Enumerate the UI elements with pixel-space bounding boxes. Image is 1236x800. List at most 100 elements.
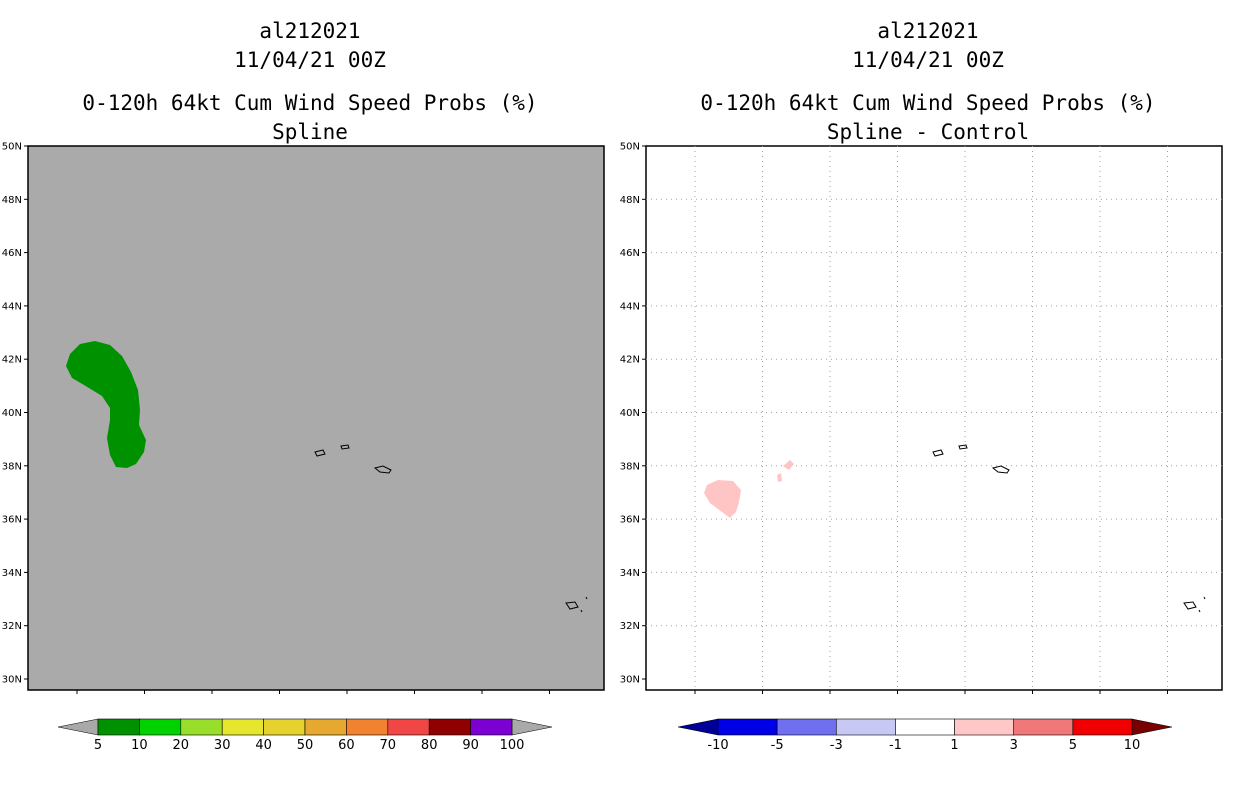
colorbar-swatch <box>835 718 896 736</box>
lon-tick-label: 24W <box>1021 699 1044 700</box>
lon-tick-label: 39W <box>66 699 89 700</box>
lon-tick-label: 33W <box>819 699 842 700</box>
azores-west-island <box>314 449 326 457</box>
left-probability-swath <box>66 341 146 468</box>
colorbar-label: 60 <box>338 738 355 753</box>
lon-tick-label: 36W <box>133 699 156 700</box>
colorbar-swatch <box>263 718 306 736</box>
colorbar-swatch <box>387 718 430 736</box>
colorbar-label: 3 <box>1010 738 1018 753</box>
lat-tick-label: 40N <box>620 408 640 419</box>
colorbar-swatch <box>346 718 389 736</box>
colorbar-label: 80 <box>421 738 438 753</box>
right-subtitle: Spline - Control <box>826 120 1030 144</box>
lat-tick-label: 46N <box>620 248 640 259</box>
colorbar-swatch <box>717 718 778 736</box>
lat-tick-label: 38N <box>620 461 640 472</box>
colorbar-label: 100 <box>500 738 525 753</box>
lat-tick-label: 50N <box>620 142 640 153</box>
lon-tick-label: 24W <box>403 699 426 700</box>
colorbar-swatch <box>1072 718 1133 736</box>
right-diff-patch-main <box>704 480 741 518</box>
right-product-title: 0-120h 64kt Cum Wind Speed Probs (%) <box>700 91 1156 115</box>
lat-tick-label: 30N <box>2 675 22 686</box>
right-gridlines <box>646 146 1222 690</box>
right-storm-id: al212021 <box>877 19 979 43</box>
lat-tick-label: 44N <box>620 301 640 312</box>
porto-santo-islet <box>585 596 588 600</box>
colorbar-label: 1 <box>950 738 958 753</box>
colorbar-swatch <box>954 718 1015 736</box>
colorbar-label: 90 <box>462 738 479 753</box>
lat-tick-label: 34N <box>620 568 640 579</box>
colorbar-swatch <box>304 718 347 736</box>
lon-tick-label: 21W <box>471 699 494 700</box>
colorbar-label: 70 <box>380 738 397 753</box>
lat-tick-label: 44N <box>2 301 22 312</box>
lon-tick-label: 27W <box>336 699 359 700</box>
lat-tick-label: 42N <box>620 355 640 366</box>
colorbar-low-extend <box>677 718 719 736</box>
lat-tick-label: 38N <box>2 461 22 472</box>
colorbar-label: 10 <box>1124 738 1141 753</box>
right-map-frame <box>645 145 1223 691</box>
colorbar-swatch <box>470 718 513 736</box>
right-datetime: 11/04/21 00Z <box>852 48 1004 72</box>
lat-tick-label: 48N <box>2 195 22 206</box>
colorbar-label: -3 <box>830 738 843 753</box>
right-lat-axis: 50N 48N 46N 44N 42N 40N 38N 36N 34N 32N 30N <box>620 142 646 686</box>
left-lat-axis: 50N 48N 46N 44N 42N 40N 38N 36N 34N 32N 30N <box>2 142 28 686</box>
right-colorbar: -10 -5 -3 -1 1 3 5 10 <box>677 718 1173 753</box>
colorbar-swatch <box>776 718 837 736</box>
colorbar-swatch <box>428 718 471 736</box>
lat-tick-label: 46N <box>2 248 22 259</box>
madeira-islet <box>1198 609 1201 613</box>
left-probability-map: 50N 48N 46N 44N 42N 40N 38N 36N 34N 32N 30N 39W 36W… <box>2 142 605 700</box>
lon-tick-label: 18W <box>1156 699 1179 700</box>
colorbar-label: -1 <box>889 738 902 753</box>
colorbar-label: 40 <box>255 738 272 753</box>
lat-tick-label: 32N <box>620 621 640 632</box>
left-storm-id: al212021 <box>259 19 361 43</box>
lat-tick-label: 32N <box>2 621 22 632</box>
lon-tick-label: 33W <box>201 699 224 700</box>
azores-east-island <box>991 465 1010 474</box>
azores-central-island <box>958 444 968 450</box>
lon-tick-label: 18W <box>538 699 561 700</box>
lon-tick-label: 36W <box>751 699 774 700</box>
lon-tick-label: 30W <box>886 699 909 700</box>
lat-tick-label: 40N <box>2 408 22 419</box>
right-lon-axis: 39W 36W 33W 30W 27W 24W 21W 18W <box>684 690 1179 700</box>
left-lon-axis: 39W 36W 33W 30W 27W 24W 21W 18W <box>66 690 561 700</box>
colorbar-label: 50 <box>297 738 314 753</box>
colorbar-label: 10 <box>131 738 148 753</box>
azores-west-island <box>932 449 944 457</box>
left-subtitle: Spline <box>272 120 348 144</box>
colorbar-label: 5 <box>1069 738 1077 753</box>
madeira-island <box>1183 601 1197 610</box>
right-diff-patch-small-2 <box>777 473 782 482</box>
colorbar-label: 30 <box>214 738 231 753</box>
colorbar-swatch <box>97 718 140 736</box>
porto-santo-islet <box>1203 596 1206 600</box>
colorbar-swatch <box>221 718 264 736</box>
colorbar-high-extend <box>511 718 553 736</box>
lat-tick-label: 30N <box>620 675 640 686</box>
left-colorbar: 5 10 20 30 40 50 60 70 80 90 100 <box>57 718 553 753</box>
colorbar-label: -5 <box>771 738 784 753</box>
colorbar-label: 20 <box>173 738 190 753</box>
lat-tick-label: 34N <box>2 568 22 579</box>
right-difference-map: 50N 48N 46N 44N 42N 40N 38N 36N 34N 32N 30N 39W 36W… <box>620 142 1223 700</box>
colorbar-swatch <box>139 718 182 736</box>
colorbar-label: 5 <box>94 738 102 753</box>
colorbar-swatch <box>895 718 955 736</box>
madeira-island <box>565 601 579 610</box>
lat-tick-label: 48N <box>620 195 640 206</box>
madeira-islet <box>580 609 583 613</box>
lon-tick-label: 21W <box>1089 699 1112 700</box>
lat-tick-label: 36N <box>2 515 22 526</box>
colorbar-low-extend <box>57 718 99 736</box>
right-diff-patch-small-1 <box>783 460 794 470</box>
lon-tick-label: 27W <box>954 699 977 700</box>
left-datetime: 11/04/21 00Z <box>234 48 386 72</box>
